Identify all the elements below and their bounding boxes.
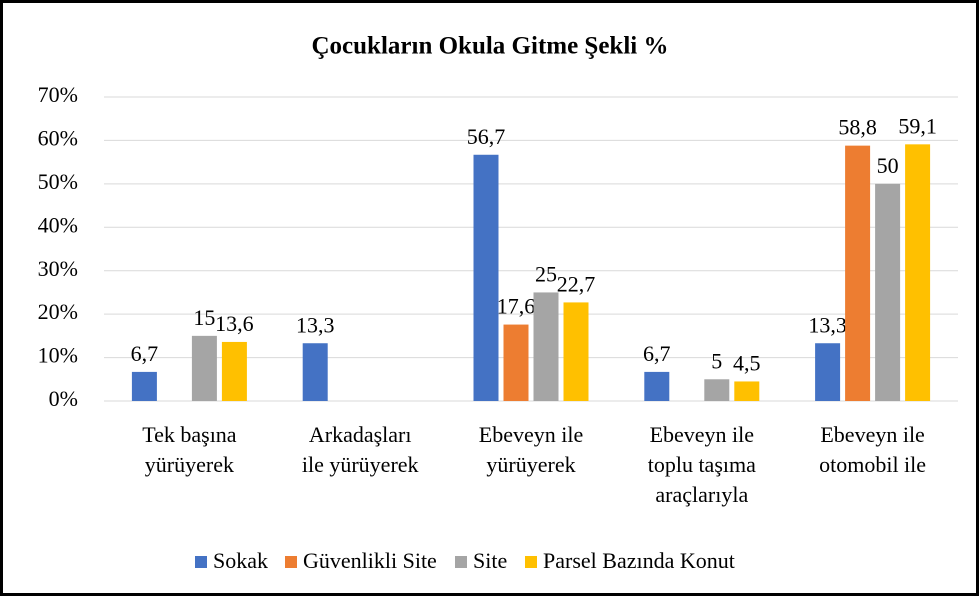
y-tick-label: 0% (49, 386, 78, 411)
value-label: 17,6 (497, 294, 536, 319)
value-label: 13,3 (296, 312, 335, 337)
bar (131, 371, 157, 401)
bar (815, 343, 841, 401)
y-tick-label: 70% (38, 82, 78, 107)
legend-swatch (455, 556, 467, 568)
legend-swatch (525, 556, 537, 568)
value-label: 5 (711, 348, 722, 373)
x-tick-label: Tek başına (142, 422, 237, 447)
bar (302, 343, 328, 401)
y-tick-label: 40% (38, 212, 78, 237)
value-label: 13,3 (808, 312, 847, 337)
legend-label: Sokak (213, 548, 268, 573)
value-label: 13,6 (215, 311, 254, 336)
bar (563, 302, 589, 401)
y-tick-label: 20% (38, 299, 78, 324)
x-tick-label: yürüyerek (486, 452, 575, 477)
chart-title: Çocukların Okula Gitme Şekli % (312, 33, 669, 60)
legend-swatch (285, 556, 297, 568)
bar (533, 292, 559, 401)
value-label: 56,7 (467, 124, 506, 149)
value-label: 58,8 (838, 115, 877, 140)
value-label: 22,7 (557, 271, 596, 296)
bar (503, 324, 529, 401)
bar (221, 341, 247, 401)
x-tick-label: yürüyerek (145, 452, 234, 477)
x-tick-label: Ebeveyn ile (479, 422, 583, 447)
value-label: 15 (193, 305, 215, 330)
bar (473, 154, 499, 401)
bar (704, 379, 730, 401)
x-tick-label: araçlarıyla (655, 482, 748, 507)
y-tick-label: 60% (38, 125, 78, 150)
value-label: 4,5 (733, 351, 761, 376)
value-label: 6,7 (643, 341, 671, 366)
legend-label: Parsel Bazında Konut (543, 548, 735, 573)
y-tick-label: 50% (38, 169, 78, 194)
value-label: 25 (535, 261, 557, 286)
legend-swatch (195, 556, 207, 568)
value-label: 50 (877, 153, 899, 178)
bar (845, 145, 871, 401)
y-tick-label: 30% (38, 256, 78, 281)
y-tick-label: 10% (38, 343, 78, 368)
x-tick-label: Ebeveyn ile (650, 422, 754, 447)
bar (905, 144, 931, 401)
legend-label: Site (473, 548, 507, 573)
bar (644, 371, 670, 401)
bar (734, 381, 760, 401)
x-tick-label: otomobil ile (819, 452, 926, 477)
bar (191, 335, 217, 401)
value-label: 59,1 (898, 113, 937, 138)
x-tick-label: ile yürüyerek (302, 452, 419, 477)
bar (875, 183, 901, 401)
legend-label: Güvenlikli Site (303, 548, 437, 573)
x-tick-label: toplu taşıma (648, 452, 756, 477)
x-tick-label: Ebeveyn ile (820, 422, 924, 447)
value-label: 6,7 (131, 341, 159, 366)
x-tick-label: Arkadaşları (309, 422, 412, 447)
